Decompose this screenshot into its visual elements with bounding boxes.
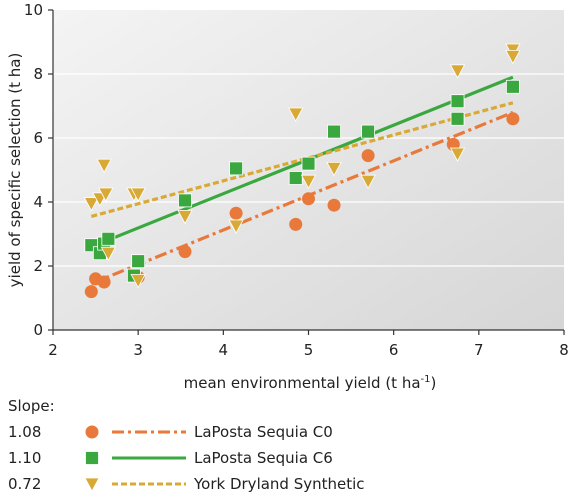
legend-slope-c6: 1.10 — [8, 449, 42, 467]
point-york-dryland-synthetic — [228, 219, 244, 234]
point-york-dryland-synthetic — [100, 246, 117, 262]
point-laposta-sequia-c6 — [131, 254, 146, 269]
point-laposta-sequia-c0 — [327, 198, 341, 212]
point-york-dryland-synthetic — [505, 50, 521, 65]
point-york-dryland-synthetic — [83, 197, 99, 212]
legend-label-c0: LaPosta Sequia C0 — [194, 423, 333, 441]
axes — [48, 9, 565, 335]
legend-swatch-york — [84, 477, 186, 492]
point-laposta-sequia-c0 — [289, 217, 303, 231]
point-york-dryland-synthetic — [177, 210, 193, 225]
legend-title: Slope: — [8, 397, 55, 415]
point-laposta-sequia-c0 — [361, 149, 375, 163]
point-laposta-sequia-c6 — [361, 124, 376, 139]
point-laposta-sequia-c0 — [506, 112, 520, 126]
y-tick-label: 8 — [33, 65, 43, 83]
legend-label-york: York Dryland Synthetic — [194, 475, 365, 493]
point-laposta-sequia-c0 — [97, 275, 111, 289]
legend-label-c6: LaPosta Sequia C6 — [194, 449, 333, 467]
point-laposta-sequia-c0 — [178, 245, 192, 259]
x-tick-label: 6 — [389, 341, 399, 359]
point-laposta-sequia-c6 — [450, 111, 465, 126]
fit-line-laposta-sequia-c0 — [90, 110, 514, 286]
point-laposta-sequia-c0 — [84, 285, 98, 299]
point-york-dryland-synthetic — [288, 107, 304, 122]
point-york-dryland-synthetic — [130, 187, 146, 202]
y-tick-label: 10 — [24, 1, 43, 19]
legend-marker-york-dryland-synthetic — [84, 477, 100, 492]
y-tick-label: 4 — [33, 193, 43, 211]
legend-swatch-c6 — [85, 451, 186, 465]
point-laposta-sequia-c6 — [101, 231, 116, 246]
point-laposta-sequia-c6 — [301, 156, 316, 171]
point-laposta-sequia-c0 — [302, 192, 315, 206]
legend-slope-york: 0.72 — [8, 475, 42, 493]
point-laposta-sequia-c0 — [229, 206, 243, 220]
x-tick-label: 7 — [474, 341, 484, 359]
point-york-dryland-synthetic — [130, 274, 146, 289]
point-laposta-sequia-c6 — [450, 94, 465, 109]
y-tick-label: 2 — [33, 257, 43, 275]
point-york-dryland-synthetic — [449, 147, 466, 162]
legend-swatch-c0 — [85, 425, 186, 439]
y-tick-label: 6 — [33, 129, 43, 147]
x-tick-label: 3 — [133, 341, 143, 359]
x-tick-label: 4 — [219, 341, 229, 359]
x-tick-label: 8 — [559, 341, 569, 359]
y-axis-label: yield of specific selection (t ha) — [6, 53, 24, 288]
x-axis-label-superscript: -1 — [421, 374, 431, 385]
point-laposta-sequia-c6 — [288, 171, 303, 185]
point-york-dryland-synthetic — [326, 162, 342, 177]
legend-row-york: 0.72 York Dryland Synthetic — [8, 472, 548, 498]
point-york-dryland-synthetic — [360, 174, 376, 190]
x-tick-label: 5 — [304, 341, 314, 359]
x-tick-label: 2 — [48, 341, 58, 359]
point-laposta-sequia-c6 — [178, 193, 192, 208]
y-tick-label: 0 — [33, 321, 43, 339]
point-laposta-sequia-c6 — [505, 79, 520, 94]
markers — [83, 43, 521, 299]
x-axis-label: mean environmental yield (t ha-1) — [184, 374, 437, 392]
point-laposta-sequia-c6 — [327, 124, 341, 139]
legend-marker-laposta-sequia-c0 — [85, 425, 99, 439]
legend-marker-laposta-sequia-c6 — [85, 451, 99, 465]
point-laposta-sequia-c6 — [229, 161, 244, 176]
legend-row-c6: 1.10 LaPosta Sequia C6 — [8, 446, 548, 472]
point-york-dryland-synthetic — [449, 64, 466, 79]
legend-row-c0: 1.08 LaPosta Sequia C0 — [8, 420, 548, 446]
point-york-dryland-synthetic — [96, 158, 112, 174]
legend: Slope: 1.08 LaPosta Sequia C0 1.10 LaPos… — [8, 396, 548, 498]
x-axis-label-end: ) — [431, 374, 437, 392]
point-york-dryland-synthetic — [300, 174, 317, 190]
point-york-dryland-synthetic — [98, 187, 114, 202]
legend-slope-c0: 1.08 — [8, 423, 42, 441]
